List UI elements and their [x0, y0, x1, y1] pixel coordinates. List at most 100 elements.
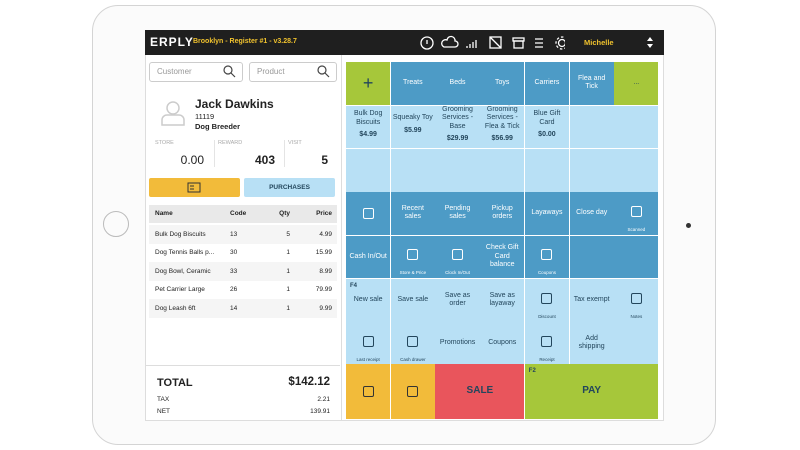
row-bg — [149, 299, 337, 318]
button-icon — [407, 249, 419, 261]
grid-button[interactable] — [614, 235, 659, 278]
grid-button[interactable]: Save as layaway — [480, 279, 525, 322]
grid-button[interactable]: SALE — [435, 364, 525, 419]
product-placeholder: Product — [257, 67, 285, 76]
grid-button[interactable] — [346, 149, 391, 192]
button-icon — [541, 335, 553, 347]
grid-button[interactable]: Beds — [435, 62, 480, 105]
grid-button[interactable] — [524, 149, 570, 192]
button-caption: Notes — [630, 313, 643, 319]
grid-button[interactable]: + — [346, 62, 391, 105]
grid-button[interactable]: Check Gift Card balance — [480, 235, 525, 278]
grid-button[interactable]: F4 New sale — [346, 279, 391, 322]
button-label: Beds — [449, 79, 466, 86]
grid-button[interactable] — [614, 105, 659, 148]
cell-text: Dog Leash 6ft — [155, 304, 196, 312]
button-price: $0.00 — [538, 131, 556, 138]
button-caption: Receipt — [539, 356, 555, 362]
card-button[interactable] — [149, 178, 240, 197]
grid-button[interactable]: Flea and Tick — [569, 62, 614, 105]
stat-label: VISIT — [288, 140, 302, 146]
grid-button[interactable]: Last receipt — [346, 322, 391, 365]
button-label: SALE — [466, 385, 494, 397]
cell-text: 1 — [286, 249, 290, 256]
grid-button[interactable] — [346, 364, 391, 419]
button-label: Squeaky Toy — [392, 114, 433, 122]
grid-button[interactable]: Tax exempt — [569, 279, 614, 322]
button-caption: Coupons — [537, 270, 556, 275]
customer-search[interactable] — [149, 62, 243, 82]
button-label: Recent sales — [401, 204, 424, 221]
button-label: Check Gift Card balance — [485, 244, 519, 268]
total-label: TOTAL — [157, 377, 193, 389]
grid-button[interactable]: Coupons — [524, 235, 570, 278]
grid-button[interactable]: Save sale — [390, 279, 435, 322]
cell-text: 13 — [230, 230, 238, 238]
grid-button[interactable]: Toys — [480, 62, 525, 105]
grid-button[interactable]: Coupons — [480, 322, 525, 365]
grid-button[interactable] — [569, 235, 614, 278]
grid-button[interactable]: Save as order — [435, 279, 480, 322]
grid-button[interactable]: Store & Price — [390, 235, 435, 278]
button-label: ... — [633, 79, 640, 86]
stat-label: STORE — [155, 140, 174, 146]
cell-text: 79.99 — [315, 286, 332, 293]
grid-button[interactable] — [614, 322, 659, 365]
shortcut-key: F2 — [528, 368, 536, 374]
button-label: Tax exempt — [573, 296, 610, 303]
grid-button[interactable]: Grooming Services - Flea & Tick $56.99 — [480, 105, 525, 148]
button-label: Close day — [576, 209, 608, 216]
column-header: Qty — [279, 210, 290, 217]
grid-button[interactable]: Scanned — [614, 192, 659, 235]
grid-button[interactable]: Clock In/Out — [435, 235, 480, 278]
row-bg — [149, 225, 337, 244]
grid-button[interactable]: Receipt — [524, 322, 570, 365]
grid-button[interactable] — [614, 149, 659, 192]
button-label: Carriers — [534, 79, 560, 86]
grid-button[interactable]: Carriers — [524, 62, 570, 105]
grid-button[interactable]: Pickup orders — [480, 192, 525, 235]
grid-button[interactable]: Pending sales — [435, 192, 480, 235]
grid-button[interactable]: Treats — [390, 62, 435, 105]
grid-button[interactable]: Layaways — [524, 192, 570, 235]
grid-button[interactable] — [390, 364, 435, 419]
grid-button[interactable]: Blue Gift Card $0.00 — [524, 105, 570, 148]
product-search[interactable] — [249, 62, 337, 82]
grid-button[interactable] — [480, 149, 525, 192]
grid-button[interactable] — [346, 192, 391, 235]
tax-label: TAX — [157, 396, 170, 403]
grid-button[interactable]: Squeaky Toy $5.99 — [390, 105, 435, 148]
grid-button[interactable]: Add shipping — [569, 322, 614, 365]
button-label: New sale — [353, 296, 383, 303]
grid-button[interactable]: F2 PAY — [524, 364, 659, 419]
grid-button[interactable] — [569, 105, 614, 148]
grid-button[interactable]: Cash In/Out — [346, 235, 391, 278]
button-label: Toys — [495, 79, 510, 86]
grid-button[interactable] — [435, 149, 480, 192]
purchases-button[interactable]: PURCHASES — [244, 178, 335, 197]
grid-button[interactable]: Close day — [569, 192, 614, 235]
button-price: $4.99 — [359, 131, 377, 138]
cell-text: Dog Tennis Balls p... — [155, 249, 215, 256]
cell-text: Pet Carrier Large — [155, 286, 205, 293]
grid-button[interactable]: Bulk Dog Biscuits $4.99 — [346, 105, 391, 148]
separator — [145, 365, 340, 366]
grid-button[interactable]: Notes — [614, 279, 659, 322]
stat-divider — [214, 140, 215, 167]
grid-button[interactable]: Promotions — [435, 322, 480, 365]
grid-button[interactable] — [569, 149, 614, 192]
search-icons — [223, 65, 330, 78]
grid-button[interactable]: Recent sales — [390, 192, 435, 235]
button-label: Save sale — [397, 296, 429, 303]
user-name[interactable]: Michelle — [584, 38, 614, 47]
column-header: Price — [316, 210, 332, 217]
grid-button[interactable]: Cash drawer — [390, 322, 435, 365]
stat-divider — [284, 140, 285, 167]
cell-text: 14 — [230, 304, 238, 312]
button-label: Grooming Services - Flea & Tick — [484, 105, 520, 130]
grid-button[interactable] — [390, 149, 435, 192]
grid-button[interactable]: Grooming Services - Base $29.99 — [435, 105, 480, 148]
home-button — [103, 211, 129, 237]
grid-button[interactable]: ... — [614, 62, 659, 105]
grid-button[interactable]: Discount — [524, 279, 570, 322]
